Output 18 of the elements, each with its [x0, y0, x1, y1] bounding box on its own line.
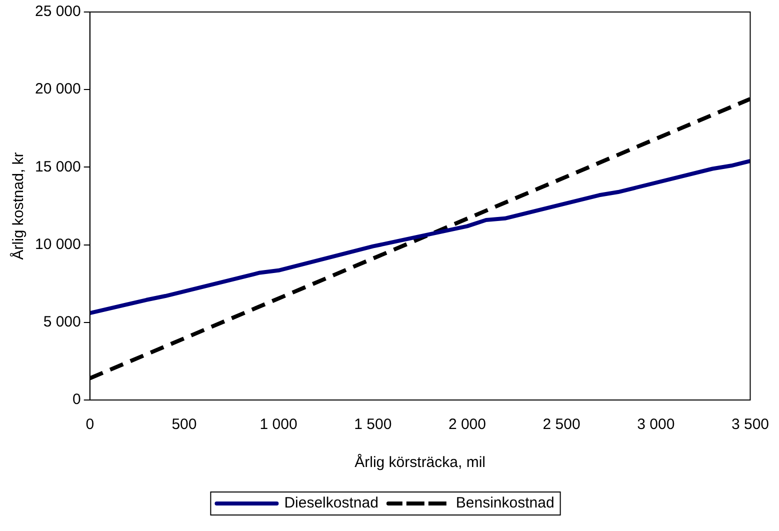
y-tick-label: 15 000	[34, 158, 81, 176]
x-tick-label: 2 000	[448, 416, 486, 434]
x-tick-label: 2 500	[542, 416, 580, 434]
x-tick-label: 1 500	[354, 416, 392, 434]
y-tick-label: 5 000	[43, 314, 81, 331]
x-tick-label: 3 500	[731, 416, 770, 434]
legend-label: Bensinkostnad	[456, 494, 554, 512]
y-axis-title: Årlig kostnad, kr	[9, 152, 28, 260]
y-tick-label: 0	[72, 391, 81, 408]
y-tick-label: 25 000	[34, 3, 81, 20]
x-tick-label: 3 000	[637, 416, 675, 434]
y-tick-label: 10 000	[34, 236, 81, 253]
x-tick-label: 1 000	[260, 416, 298, 434]
legend-label: Dieselkostnad	[284, 494, 378, 512]
x-tick-label: 0	[86, 416, 94, 434]
x-tick-label: 500	[172, 416, 197, 434]
y-tick-label: 20 000	[34, 80, 81, 98]
x-axis-title: Årlig körsträcka, mil	[354, 453, 486, 472]
